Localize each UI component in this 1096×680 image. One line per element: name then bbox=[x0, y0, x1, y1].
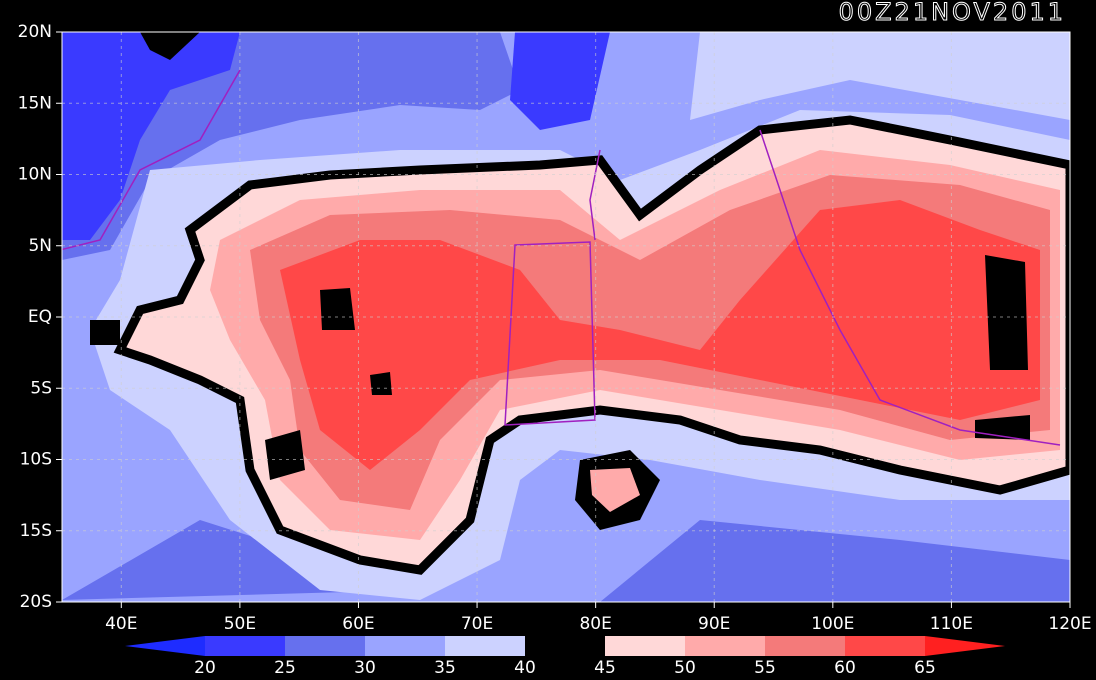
lat-label: 15S bbox=[20, 521, 52, 541]
lat-label: 15N bbox=[18, 93, 52, 113]
lon-label: 50E bbox=[224, 614, 256, 634]
colorbar-segment bbox=[525, 636, 605, 656]
lat-label: EQ bbox=[28, 307, 52, 327]
lat-label: 10N bbox=[18, 165, 52, 185]
lon-label: 40E bbox=[105, 614, 137, 634]
field-salmon bbox=[590, 468, 640, 512]
lon-label: 100E bbox=[811, 614, 854, 634]
lon-label: 120E bbox=[1048, 614, 1091, 634]
lon-label: 80E bbox=[579, 614, 611, 634]
colorbar-tick-label: 35 bbox=[434, 658, 456, 678]
colorbar-tick-label: 65 bbox=[914, 658, 936, 678]
field-deep-blue bbox=[510, 32, 610, 130]
colorbar-tick-label: 40 bbox=[514, 658, 536, 678]
lat-label: 5N bbox=[28, 236, 52, 256]
map-field bbox=[62, 32, 1070, 602]
colorbar-segment bbox=[605, 636, 685, 656]
colorbar-segment bbox=[445, 636, 525, 656]
field-black-patch bbox=[90, 255, 1030, 480]
land-mask bbox=[140, 32, 200, 60]
field-blue bbox=[62, 32, 520, 260]
colorbar-tick-label: 45 bbox=[594, 658, 616, 678]
colorbar-tick-label: 50 bbox=[674, 658, 696, 678]
field-light bbox=[690, 32, 1070, 120]
colorbar-segment bbox=[285, 636, 365, 656]
lat-label: 10S bbox=[20, 450, 52, 470]
map-frame bbox=[61, 31, 1071, 603]
boundary-line bbox=[504, 241, 596, 426]
colorbar-segment bbox=[685, 636, 765, 656]
field-bright-red bbox=[280, 200, 1040, 470]
colorbar-tick-label: 20 bbox=[194, 658, 216, 678]
colorbar-segment bbox=[845, 636, 925, 656]
lat-label: 20S bbox=[20, 592, 52, 612]
colorbar-tick-label: 60 bbox=[834, 658, 856, 678]
map-title: 00Z21NOV2011 bbox=[839, 0, 1066, 26]
lon-label: 70E bbox=[461, 614, 493, 634]
colorbar-segment bbox=[765, 636, 845, 656]
colorbar-segment bbox=[205, 636, 285, 656]
colorbar: 20 25 30 35 40 45 50 55 60 65 bbox=[125, 636, 1005, 678]
lat-label: 20N bbox=[18, 22, 52, 42]
graticule bbox=[56, 31, 1071, 608]
colorbar-arrow bbox=[125, 636, 205, 656]
colorbar-tick-label: 25 bbox=[274, 658, 296, 678]
colorbar-arrow bbox=[925, 636, 1005, 656]
coastline bbox=[62, 69, 1061, 446]
colorbar-tick-label: 55 bbox=[754, 658, 776, 678]
field-deep-blue bbox=[62, 32, 240, 240]
lat-label: 5S bbox=[30, 378, 52, 398]
lon-label: 60E bbox=[342, 614, 374, 634]
lon-label: 90E bbox=[698, 614, 730, 634]
lon-label: 110E bbox=[930, 614, 973, 634]
colorbar-tick-label: 30 bbox=[354, 658, 376, 678]
colorbar-segment bbox=[365, 636, 445, 656]
